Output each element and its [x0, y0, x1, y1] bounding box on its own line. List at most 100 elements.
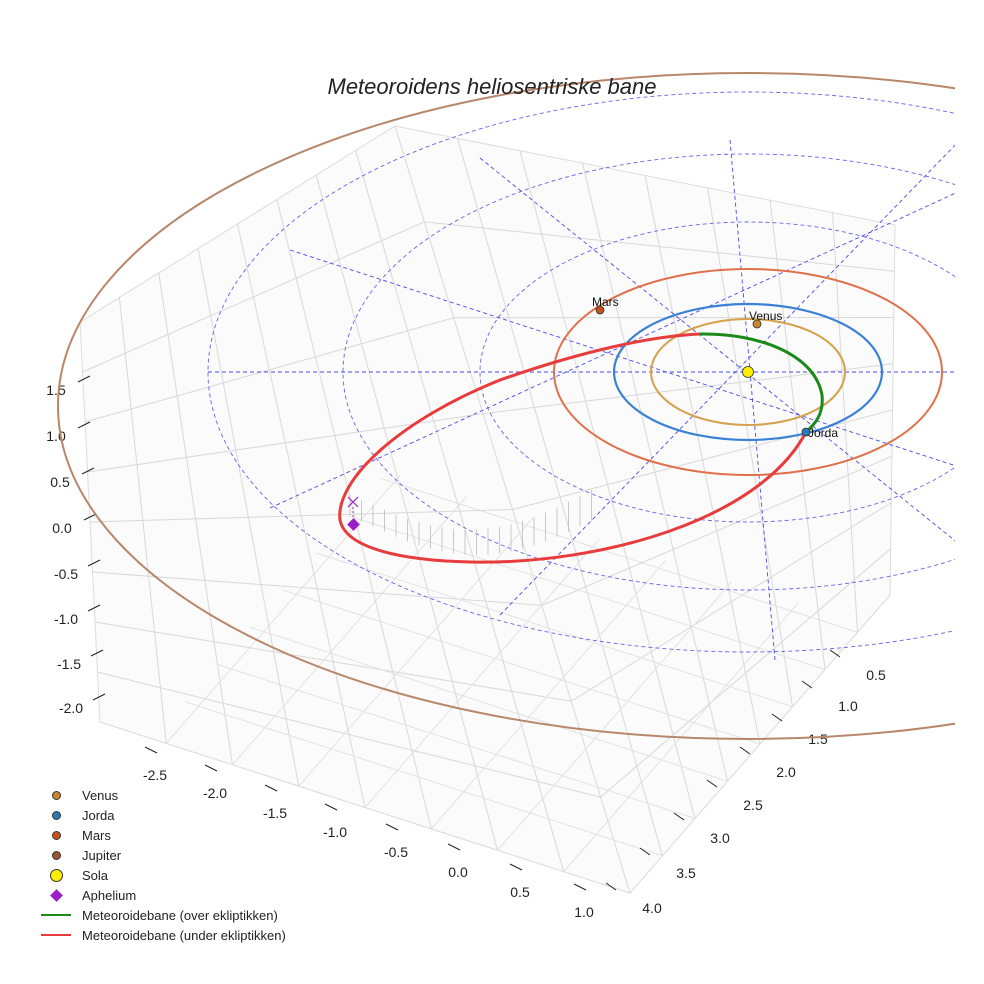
legend-swatch: [38, 831, 74, 841]
grid-line: [355, 150, 565, 872]
legend-swatch: [38, 934, 74, 937]
x-tick-label: -2.5: [143, 767, 167, 783]
z-tick-mark: [83, 513, 97, 521]
ecliptic-radial: [499, 144, 955, 616]
y-tick-label: 1.5: [808, 731, 828, 747]
x-tick-label: -0.5: [384, 844, 408, 860]
y-tick-label: 3.5: [676, 865, 696, 881]
z-tick-mark: [77, 375, 91, 383]
y-tick-label: 1.0: [838, 698, 858, 714]
meteoroid-orbit-above: [699, 332, 824, 434]
z-tick-label: 0.0: [52, 520, 72, 536]
grid-line: [276, 199, 432, 829]
y-tick-mark: [771, 713, 783, 722]
orbit-venus: [650, 318, 846, 426]
z-tick-mark: [90, 649, 104, 657]
z-tick-label: -1.0: [54, 611, 78, 627]
tick-marks: -2.5 -2.0 -1.5 -1.0 -0.5 0.0 0.5 1.0 0.5 1.0 1.5 2.…: [46, 375, 886, 920]
z-tick-label: 1.0: [46, 428, 66, 444]
y-tick-mark: [639, 847, 651, 856]
grid-line: [94, 502, 892, 702]
legend-item: Venus: [38, 786, 286, 806]
y-tick-mark: [829, 649, 841, 658]
x-tick-label: 0.5: [510, 884, 530, 900]
x-tick-label: -1.0: [323, 824, 347, 840]
x-tick-mark: [144, 746, 158, 754]
y-tick-label: 0.5: [866, 667, 886, 683]
orbit-jupiter: [57, 72, 955, 740]
z-tick-mark: [92, 693, 106, 701]
planet-label: Jorda: [808, 426, 838, 440]
x-tick-label: -2.0: [203, 785, 227, 801]
x-tick-mark: [573, 883, 587, 891]
x-tick-label: 1.0: [574, 904, 594, 920]
x-tick-label: -1.5: [263, 805, 287, 821]
legend-label: Venus: [82, 788, 119, 804]
ecliptic-ring: [207, 91, 955, 653]
planet-label: Mars: [592, 295, 619, 309]
ecliptic-radial: [729, 139, 776, 661]
legend-label: Jorda: [82, 808, 115, 824]
z-tick-label: -2.0: [59, 700, 83, 716]
sun-marker: [742, 366, 754, 378]
grid-line: [185, 701, 663, 857]
planet-orbits: [57, 72, 955, 740]
grid-line: [347, 515, 826, 670]
legend-item: Jorda: [38, 806, 286, 826]
z-tick-label: -1.5: [57, 656, 81, 672]
grid-line: [250, 626, 728, 782]
y-tick-mark: [605, 882, 617, 891]
x-tick-mark: [324, 803, 338, 811]
y-tick-label: 3.0: [710, 830, 730, 846]
y-tick-mark: [706, 779, 718, 788]
x-tick-mark: [204, 764, 218, 772]
x-tick-mark: [509, 863, 523, 871]
grid-line: [497, 581, 732, 851]
legend-swatch: [38, 914, 74, 917]
grid-line: [282, 589, 761, 745]
legend-label: Jupiter: [82, 848, 122, 864]
grid-line: [315, 552, 793, 708]
legend-item: Aphelium: [38, 885, 286, 905]
ecliptic-radial: [289, 249, 955, 467]
legend-label: Mars: [82, 828, 111, 844]
grid-line: [832, 212, 858, 633]
z-tick-label: -0.5: [54, 566, 78, 582]
axis-panes: [79, 125, 896, 895]
y-tick-mark: [673, 812, 685, 821]
grid-line: [707, 187, 793, 707]
planet-jorda: [801, 427, 811, 437]
legend-item: Sola: [38, 866, 286, 886]
meteoroid-orbit-below: [338, 332, 808, 564]
planet-label: Venus: [749, 309, 782, 323]
legend-item: Meteoroidebane (under ekliptikken): [38, 925, 286, 945]
y-tick-mark: [739, 746, 751, 755]
x-tick-mark: [385, 823, 399, 831]
markers: Venus Jorda Mars: [347, 295, 838, 531]
z-tick-label: 1.5: [46, 382, 66, 398]
legend-label: Aphelium: [82, 887, 137, 903]
z-tick-label: 0.5: [50, 474, 70, 490]
legend-swatch: [38, 869, 74, 882]
x-tick-mark: [447, 843, 461, 851]
z-tick-mark: [87, 559, 101, 567]
grid-line: [315, 174, 498, 851]
grid-line: [97, 548, 891, 798]
legend-label: Meteoroidebane (over ekliptikken): [82, 907, 278, 923]
grid-line: [82, 221, 895, 373]
planet-venus: [752, 319, 762, 329]
z-tick-mark: [87, 604, 101, 612]
orbit-jorda: [612, 302, 884, 442]
y-tick-mark: [801, 680, 813, 689]
legend-item: Mars: [38, 826, 286, 846]
y-tick-label: 4.0: [642, 900, 662, 916]
legend-label: Sola: [82, 868, 109, 883]
grid-line: [217, 664, 696, 819]
grid-line: [84, 317, 894, 423]
legend-swatch: [38, 889, 74, 902]
grid-line: [364, 538, 600, 808]
grid-line: [89, 409, 893, 523]
x-tick-mark: [264, 784, 278, 792]
y-tick-label: 2.5: [743, 797, 763, 813]
